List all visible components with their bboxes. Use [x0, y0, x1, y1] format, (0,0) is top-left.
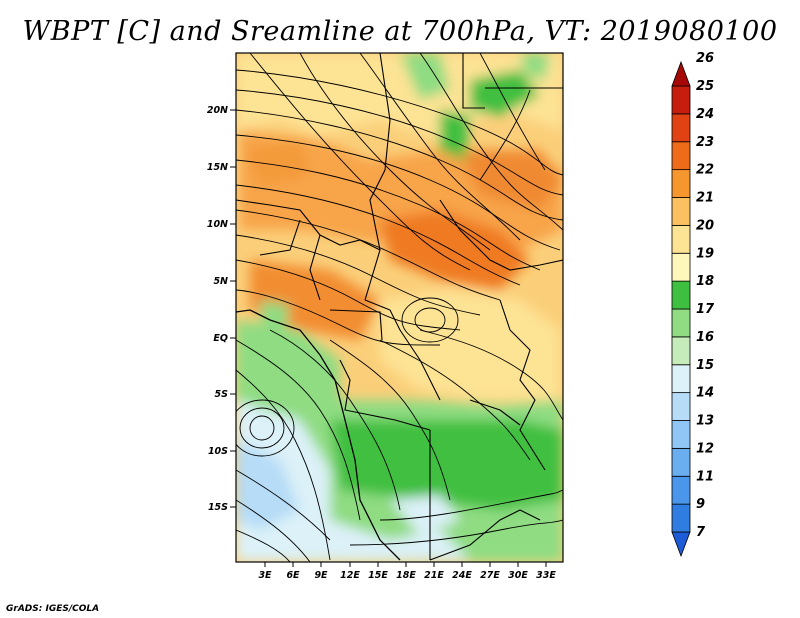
colorbar-segment — [671, 503, 691, 533]
colorbar-segment — [671, 447, 691, 477]
colorbar-label: 15 — [696, 358, 714, 373]
lat-tick-15s: 15S — [208, 502, 236, 513]
colorbar-segment — [671, 252, 691, 282]
colorbar-label: 19 — [696, 246, 714, 261]
lon-tick-label: 27E — [480, 570, 500, 581]
lon-tick-18e: 18E — [396, 562, 416, 581]
colorbar-segment — [671, 60, 691, 87]
lat-tick-label: 10S — [208, 446, 228, 457]
lat-tick-5n: 5N — [213, 276, 236, 287]
lon-tick-6e: 6E — [286, 562, 300, 581]
colorbar-label: 16 — [696, 330, 714, 345]
map-frame — [235, 52, 564, 563]
colorbar-segment — [671, 224, 691, 254]
lon-tick-12e: 12E — [340, 562, 360, 581]
lat-tick-20n: 20N — [207, 105, 236, 116]
colorbar-label: 25 — [696, 79, 714, 94]
chart-title: WBPT [C] and Sreamline at 700hPa, VT: 20… — [22, 16, 778, 47]
lon-tick-label: 3E — [258, 570, 272, 581]
colorbar-label: 26 — [696, 51, 714, 66]
colorbar-label: 21 — [696, 191, 714, 206]
lon-tick-label: 18E — [396, 570, 416, 581]
lon-tick-15e: 15E — [368, 562, 388, 581]
colorbar-label: 12 — [696, 441, 714, 456]
lat-tick-label: 15N — [207, 162, 228, 173]
colorbar-segment — [671, 420, 691, 449]
colorbar-label: 24 — [696, 107, 714, 122]
lat-tick-15n: 15N — [207, 162, 236, 173]
colorbar-label: 20 — [696, 218, 714, 233]
colorbar-label: 11 — [696, 469, 714, 484]
colorbar-label: 9 — [696, 497, 705, 512]
lon-tick-27e: 27E — [480, 562, 500, 581]
lat-tick-label: 20N — [207, 105, 228, 116]
colorbar-label: 18 — [696, 274, 714, 289]
colorbar-label: 7 — [696, 525, 706, 540]
lat-tick-10n: 10N — [207, 219, 236, 230]
lon-tick-label: 24E — [452, 570, 472, 581]
lon-tick-24e: 24E — [452, 562, 472, 581]
streamlines — [236, 53, 563, 562]
colorbar-segment — [671, 141, 691, 171]
lon-tick-21e: 21E — [424, 562, 444, 581]
colorbar-segment — [671, 169, 691, 198]
lon-tick-9e: 9E — [314, 562, 328, 581]
lat-tick-5s: 5S — [215, 389, 236, 400]
colorbar-label: 13 — [696, 414, 714, 429]
colorbar-segment — [671, 364, 691, 394]
lat-tick-label: EQ — [213, 333, 228, 344]
lon-tick-label: 12E — [340, 570, 360, 581]
colorbar-label: 17 — [696, 302, 715, 317]
colorbar-segment — [671, 85, 691, 115]
lon-tick-33e: 33E — [536, 562, 556, 581]
grads-credit: GrADS: IGES/COLA — [6, 604, 100, 614]
lon-tick-label: 6E — [286, 570, 300, 581]
lat-tick-eq: EQ — [213, 333, 236, 344]
lat-tick-10s: 10S — [208, 446, 236, 457]
colorbar: 7 9 11 12 13 14 15 16 17 18 19 20 21 22 23 24 25 26 — [671, 51, 715, 558]
lon-tick-label: 30E — [508, 570, 528, 581]
lon-axis: 3E 6E 9E 12E 15E 18E 21E 24E 27E 30E 33E — [258, 562, 556, 581]
lat-tick-label: 10N — [207, 219, 228, 230]
country-borders — [236, 53, 563, 561]
colorbar-segment — [671, 531, 691, 558]
lon-tick-label: 21E — [424, 570, 444, 581]
lat-tick-label: 15S — [208, 502, 228, 513]
colorbar-label: 23 — [696, 135, 714, 150]
colorbar-segment — [671, 280, 691, 310]
colorbar-segment — [671, 336, 691, 366]
colorbar-segment — [671, 475, 691, 505]
lat-tick-label: 5S — [215, 389, 229, 400]
lon-tick-30e: 30E — [508, 562, 528, 581]
colorbar-segment — [671, 197, 691, 226]
lon-tick-label: 9E — [314, 570, 328, 581]
lon-tick-label: 15E — [368, 570, 388, 581]
lat-tick-label: 5N — [213, 276, 228, 287]
lon-tick-3e: 3E — [258, 562, 272, 581]
colorbar-segment — [671, 308, 691, 338]
lat-axis: 20N 15N 10N 5N EQ 5S 10S 15S — [207, 105, 236, 513]
coastline — [236, 309, 401, 561]
lon-tick-label: 33E — [536, 570, 556, 581]
colorbar-label: 14 — [696, 386, 714, 401]
map-panel — [236, 53, 563, 562]
colorbar-segment — [671, 113, 691, 143]
colorbar-label: 22 — [696, 163, 714, 178]
colorbar-segment — [671, 392, 691, 421]
